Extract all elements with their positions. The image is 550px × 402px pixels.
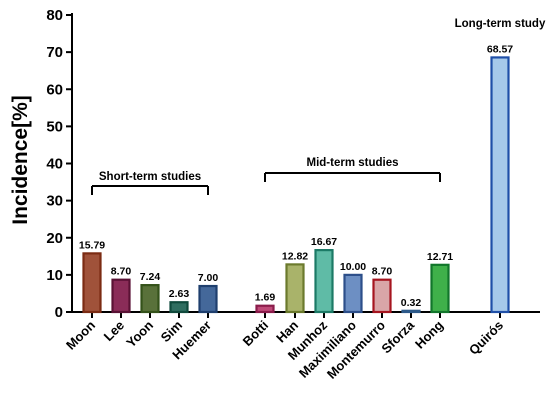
- value-label: 8.70: [111, 266, 132, 278]
- y-tick-label: 30: [46, 193, 63, 210]
- bar-sim: [169, 301, 189, 314]
- bar-botti: [255, 304, 275, 314]
- value-label: 8.70: [372, 266, 393, 278]
- category-label: Moon: [63, 317, 98, 352]
- value-label: 0.32: [401, 297, 422, 309]
- value-label: 7.00: [198, 272, 219, 284]
- category-label: Hong: [412, 317, 446, 351]
- mid-term-group-label: Mid-term studies: [306, 157, 398, 169]
- value-label: 12.82: [282, 250, 308, 262]
- category-label: Sforza: [378, 317, 417, 356]
- bar-maximiliano: [343, 273, 363, 314]
- short-term-group-label: Short-term studies: [99, 171, 201, 183]
- bar-lee: [111, 278, 131, 314]
- bar-hong: [430, 263, 450, 314]
- value-label: 7.24: [140, 271, 161, 283]
- bar-yoon: [140, 284, 160, 314]
- value-label: 1.69: [255, 292, 276, 304]
- bar-sforza: [401, 309, 421, 314]
- bars-layer: [82, 56, 510, 314]
- y-tick-label: 10: [46, 267, 63, 284]
- category-label: Botti: [240, 318, 272, 350]
- bar-moon: [82, 252, 102, 314]
- bar-huemer: [198, 284, 218, 314]
- y-tick-label: 50: [46, 118, 63, 135]
- bar-quirós: [490, 56, 510, 314]
- value-label: 68.57: [487, 43, 513, 55]
- y-tick-label: 40: [46, 156, 63, 173]
- bar-munhoz: [314, 249, 334, 314]
- bar-han: [285, 263, 305, 314]
- value-label: 10.00: [340, 261, 366, 273]
- short-term-bracket: [91, 185, 209, 195]
- mid-term-bracket: [264, 172, 441, 182]
- y-tick-label: 80: [46, 7, 63, 24]
- y-tick-label: 0: [55, 304, 63, 321]
- labels-layer: Moon15.79Lee8.70Yoon7.24Sim2.63Huemer7.0…: [63, 18, 546, 382]
- long-term-group-label: Long-term study: [455, 18, 546, 30]
- y-tick-label: 60: [46, 81, 63, 98]
- value-label: 12.71: [427, 251, 453, 263]
- category-label: Yoon: [123, 317, 156, 350]
- value-label: 16.67: [311, 236, 337, 248]
- y-axis-label: Incidence[%]: [9, 95, 32, 225]
- category-label: Quirós: [466, 318, 506, 358]
- y-tick-label: 20: [46, 230, 63, 247]
- bar-montemurro: [372, 278, 392, 314]
- value-label: 15.79: [79, 239, 105, 251]
- y-tick-label: 70: [46, 44, 63, 61]
- value-label: 2.63: [169, 288, 190, 300]
